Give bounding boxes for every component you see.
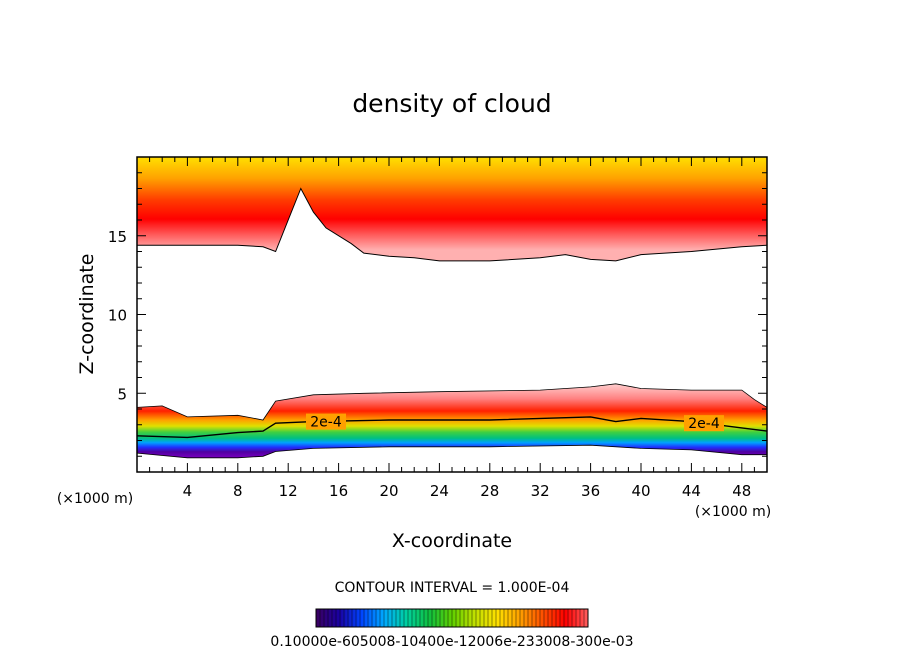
- x-tick-label: 48: [732, 482, 751, 500]
- x-tick-label: 4: [183, 482, 193, 500]
- lower-cloud-layer: [137, 383, 767, 458]
- contour-label-bg: [306, 413, 346, 430]
- plot-area: 2e-4 2e-4: [137, 157, 767, 459]
- x-tick-label: 44: [682, 482, 701, 500]
- x-tick-label: 8: [233, 482, 243, 500]
- x-tick-label: 24: [430, 482, 449, 500]
- y-tick-label: 10: [108, 307, 127, 325]
- x-tick-label: 28: [480, 482, 499, 500]
- x-tick-label: 36: [581, 482, 600, 500]
- x-tick-label: 12: [279, 482, 298, 500]
- y-tick-label: 5: [117, 385, 127, 403]
- contour-interval: CONTOUR INTERVAL = 1.000E-04: [335, 580, 570, 596]
- lower-cloud-base-contour: [137, 444, 767, 459]
- y-axis-label: Z-coordinate: [76, 254, 98, 375]
- upper-cloud-layer: [137, 160, 767, 261]
- x-axis-label: X-coordinate: [392, 530, 512, 552]
- x-tick-label: 32: [531, 482, 550, 500]
- contour-label: 2e-4: [688, 416, 720, 432]
- x-unit-right: (×1000 m): [695, 504, 771, 520]
- x-tick-label: 40: [631, 482, 650, 500]
- x-unit-left: (×1000 m): [57, 491, 133, 507]
- contour-2e-4: [137, 416, 767, 439]
- lower-cloud-top-contour: [137, 383, 767, 421]
- contour-label: 2e-4: [310, 415, 342, 431]
- x-tick-label: 20: [379, 482, 398, 500]
- colorbar: [315, 608, 589, 628]
- contour-label-bg: [684, 415, 724, 432]
- chart-title: density of cloud: [352, 89, 551, 118]
- upper-cloud-contour: [137, 187, 767, 262]
- x-tick-label: 16: [329, 482, 348, 500]
- colorbar-labels: 0.10000e-605008-10400e-12006e-233008-300…: [270, 634, 633, 650]
- y-tick-label: 15: [108, 228, 127, 246]
